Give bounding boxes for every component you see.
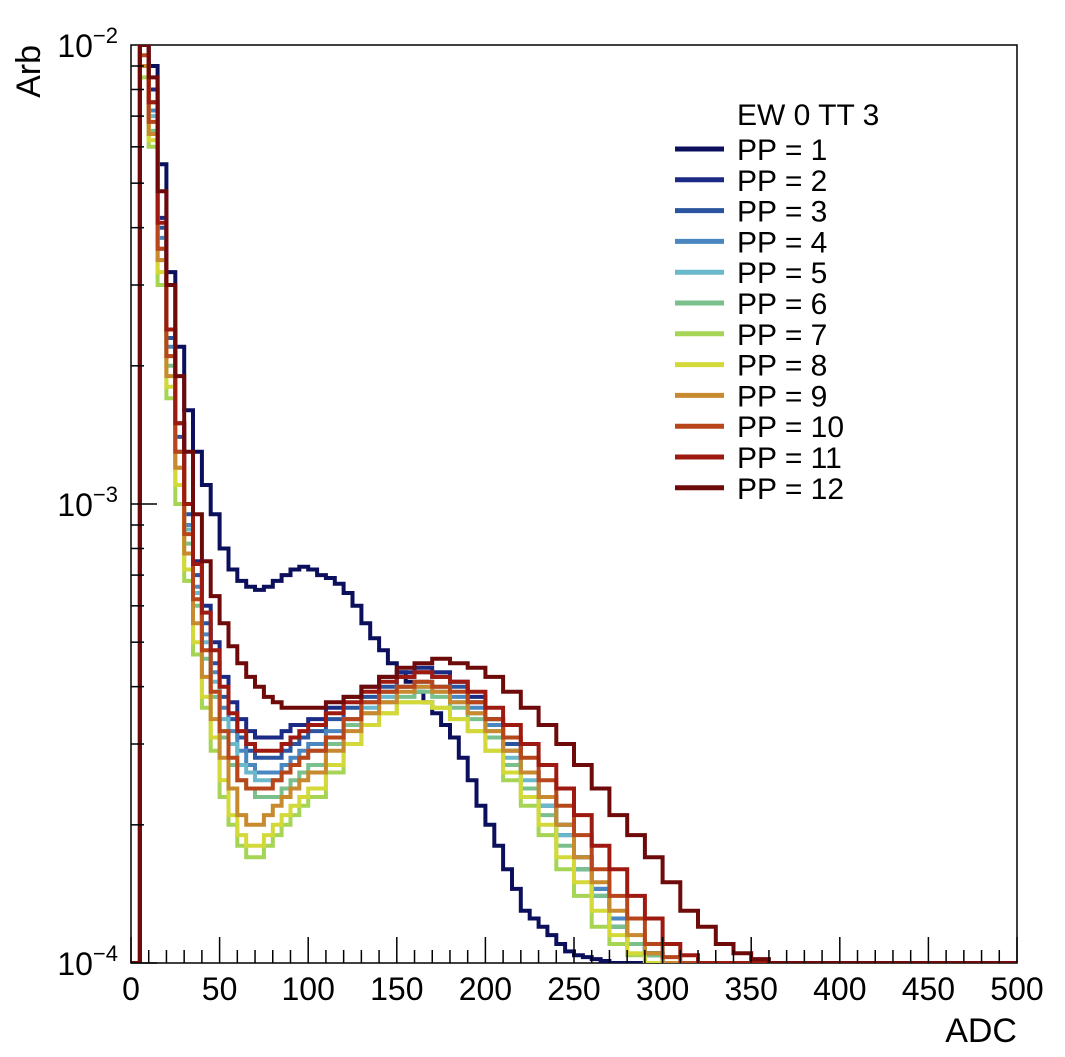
legend-label: PP = 5 <box>737 257 827 290</box>
legend-label: PP = 11 <box>737 442 842 475</box>
x-tick-label: 350 <box>725 971 778 1007</box>
legend-label: PP = 9 <box>737 380 827 413</box>
series-line-pp-11 <box>131 45 1017 963</box>
series-layer <box>131 45 1017 963</box>
y-axis-label: Arb <box>10 45 48 98</box>
legend-label: PP = 2 <box>737 165 827 198</box>
legend-label: PP = 7 <box>737 319 827 352</box>
x-tick-label: 400 <box>813 971 866 1007</box>
legend-title: EW 0 TT 3 <box>737 99 879 132</box>
x-tick-label: 500 <box>990 971 1043 1007</box>
x-tick-label: 0 <box>122 971 140 1007</box>
x-tick-label: 150 <box>370 971 423 1007</box>
x-tick-label: 200 <box>459 971 512 1007</box>
y-tick-label: 10−2 <box>57 23 118 64</box>
y-tick-label: 10−3 <box>57 482 118 523</box>
y-tick-label: 10−4 <box>57 941 118 982</box>
x-axis-ticks: 0 50 100 150 200 250 300 350 400 450 500 <box>122 937 1044 1007</box>
legend-label: PP = 12 <box>737 473 844 506</box>
series-line-pp-12 <box>131 45 1017 963</box>
legend-label: PP = 10 <box>737 411 844 444</box>
legend-label: PP = 4 <box>737 226 827 259</box>
x-tick-label: 250 <box>547 971 600 1007</box>
legend: EW 0 TT 3 PP = 1PP = 2PP = 3PP = 4PP = 5… <box>675 99 879 506</box>
y-axis-ticks: 10−2 10−3 10−4 <box>57 23 157 982</box>
legend-label: PP = 1 <box>737 134 827 167</box>
legend-label: PP = 8 <box>737 350 827 383</box>
legend-label: PP = 3 <box>737 196 827 229</box>
x-axis-label: ADC <box>945 1012 1017 1050</box>
series-line-pp-1 <box>131 45 1017 963</box>
legend-label: PP = 6 <box>737 288 827 321</box>
x-tick-label: 450 <box>902 971 955 1007</box>
x-tick-label: 50 <box>202 971 238 1007</box>
x-tick-label: 100 <box>282 971 335 1007</box>
x-tick-label: 300 <box>636 971 689 1007</box>
